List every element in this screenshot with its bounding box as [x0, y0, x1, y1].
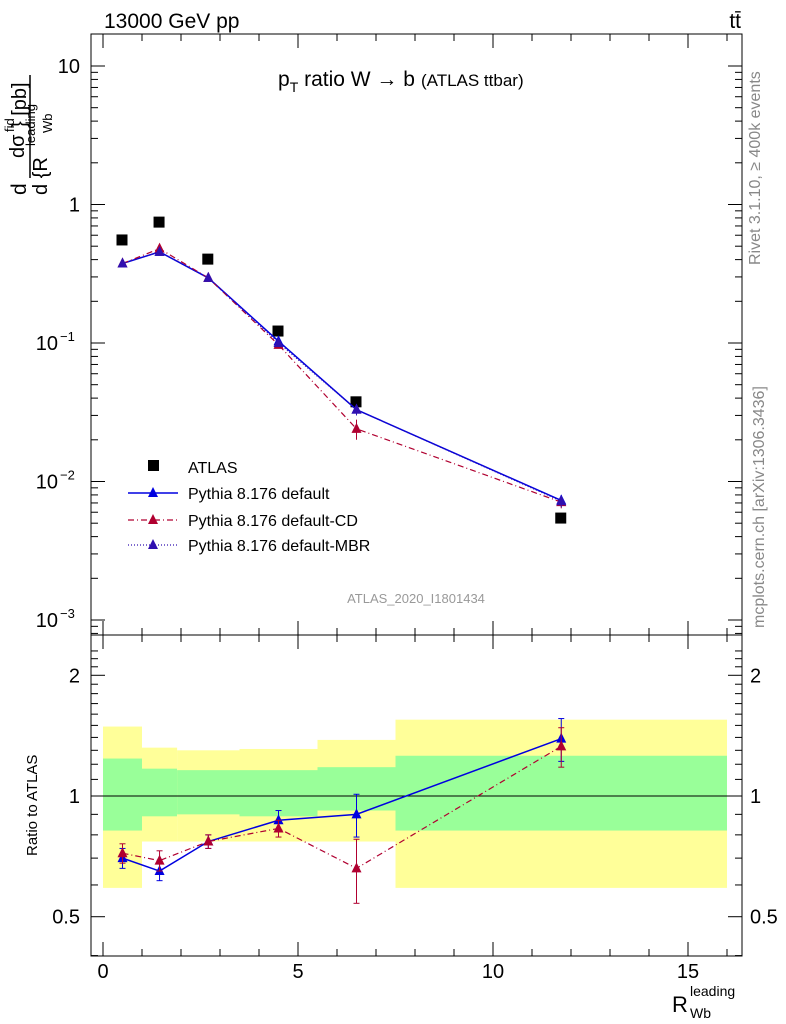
ratio-y-tick-label-left: 1	[69, 786, 80, 808]
legend-marker-cd	[148, 514, 158, 524]
series-line-2	[122, 247, 562, 503]
legend-marker-atlas	[148, 460, 159, 471]
uncertainty-band-inner	[239, 770, 318, 817]
ratio-y-tick-label-left: 2	[69, 665, 80, 687]
svg-text:} [pb]: } [pb]	[9, 82, 31, 128]
process-label: tt̄	[729, 10, 741, 33]
ratio-plot-panel: 0.5 0.5 1 1 2 2 0 5 10 15 Ratio to ATLAS R leadin…	[24, 634, 778, 1021]
ratio-series-line-1	[122, 745, 562, 870]
y-tick-label: 1	[69, 195, 80, 217]
mc-data-point	[117, 257, 128, 268]
x-axis-label: R	[672, 992, 688, 1017]
atlas-data-point	[116, 234, 128, 246]
y-tick-exponent: −1	[60, 329, 75, 344]
ratio-data-point	[273, 814, 284, 825]
atlas-data-point	[272, 325, 284, 337]
x-tick-label: 10	[482, 961, 504, 983]
mc-data-point	[273, 337, 284, 347]
legend-atlas: ATLAS	[188, 460, 238, 477]
y-tick-exponent: −2	[60, 468, 75, 483]
energy-label: 13000 GeV pp	[104, 10, 239, 33]
ratio-data-point	[273, 822, 284, 833]
mc-data-point	[351, 422, 362, 433]
legend: ATLAS Pythia 8.176 default Pythia 8.176 …	[128, 460, 370, 555]
y-tick-label: 10	[58, 56, 80, 78]
series-line-3	[122, 251, 562, 502]
plot-title: pT ratio W → b (ATLAS ttbar)	[278, 68, 524, 95]
ratio-y-tick-label-right: 0.5	[750, 907, 778, 929]
series-line-1	[122, 251, 562, 502]
ratio-y-tick-label-right: 1	[750, 786, 761, 808]
mc-data-point	[203, 271, 214, 282]
ratio-data-point	[154, 854, 165, 865]
svg-text:dσ: dσ	[7, 134, 29, 158]
x-tick-label: 15	[677, 961, 699, 983]
uncertainty-band-inner	[177, 770, 240, 815]
ratio-y-tick-label-left: 0.5	[52, 907, 80, 929]
legend-cd: Pythia 8.176 default-CD	[188, 513, 358, 530]
svg-text:d: d	[8, 183, 31, 195]
y-tick-label: 10	[36, 610, 58, 632]
analysis-id: ATLAS_2020_I1801434	[347, 591, 485, 606]
legend-default: Pythia 8.176 default	[188, 486, 330, 503]
mc-data-point	[351, 403, 362, 414]
main-y-axis-label: d dσ fid d {R leading Wb } [pb]	[2, 75, 55, 195]
ratio-data-point	[203, 835, 214, 846]
x-tick-label: 5	[292, 961, 303, 983]
x-tick-label: 0	[97, 961, 108, 983]
y-tick-label: 10	[36, 472, 58, 494]
ratio-y-tick-label-right: 2	[750, 665, 761, 687]
uncertainty-band-inner	[103, 758, 142, 831]
mc-data-point	[556, 495, 567, 506]
legend-mbr: Pythia 8.176 default-MBR	[188, 538, 370, 555]
y-tick-label: 10	[36, 333, 58, 355]
atlas-data-point	[153, 216, 165, 228]
mc-data-point	[154, 245, 165, 256]
ratio-y-axis-label: Ratio to ATLAS	[24, 755, 41, 856]
ratio-data-point	[556, 740, 567, 751]
svg-text:leading: leading	[23, 104, 38, 146]
ratio-data-point	[351, 862, 362, 873]
svg-text:fid: fid	[2, 118, 17, 132]
legend-marker-mbr	[148, 539, 158, 549]
svg-text:Wb: Wb	[40, 114, 55, 134]
y-tick-exponent: −3	[60, 606, 75, 621]
x-axis-label-sup: leading	[690, 983, 735, 999]
x-axis-label-sub: Wb	[690, 1005, 711, 1021]
ratio-data-point	[117, 847, 128, 858]
svg-text:d {R: d {R	[30, 157, 52, 195]
legend-marker-default	[148, 487, 158, 497]
uncertainty-band-inner	[395, 755, 727, 831]
uncertainty-band-inner	[142, 768, 178, 817]
atlas-data-point	[202, 253, 214, 265]
rivet-label: Rivet 3.1.10, ≥ 400k events	[747, 71, 764, 265]
atlas-data-point	[555, 512, 567, 524]
atlas-data-point	[350, 396, 362, 408]
ratio-series-line-0	[122, 737, 562, 872]
ratio-data-point	[351, 808, 362, 819]
mcplots-label: mcplots.cern.ch [arXiv:1306.3436]	[751, 386, 768, 628]
